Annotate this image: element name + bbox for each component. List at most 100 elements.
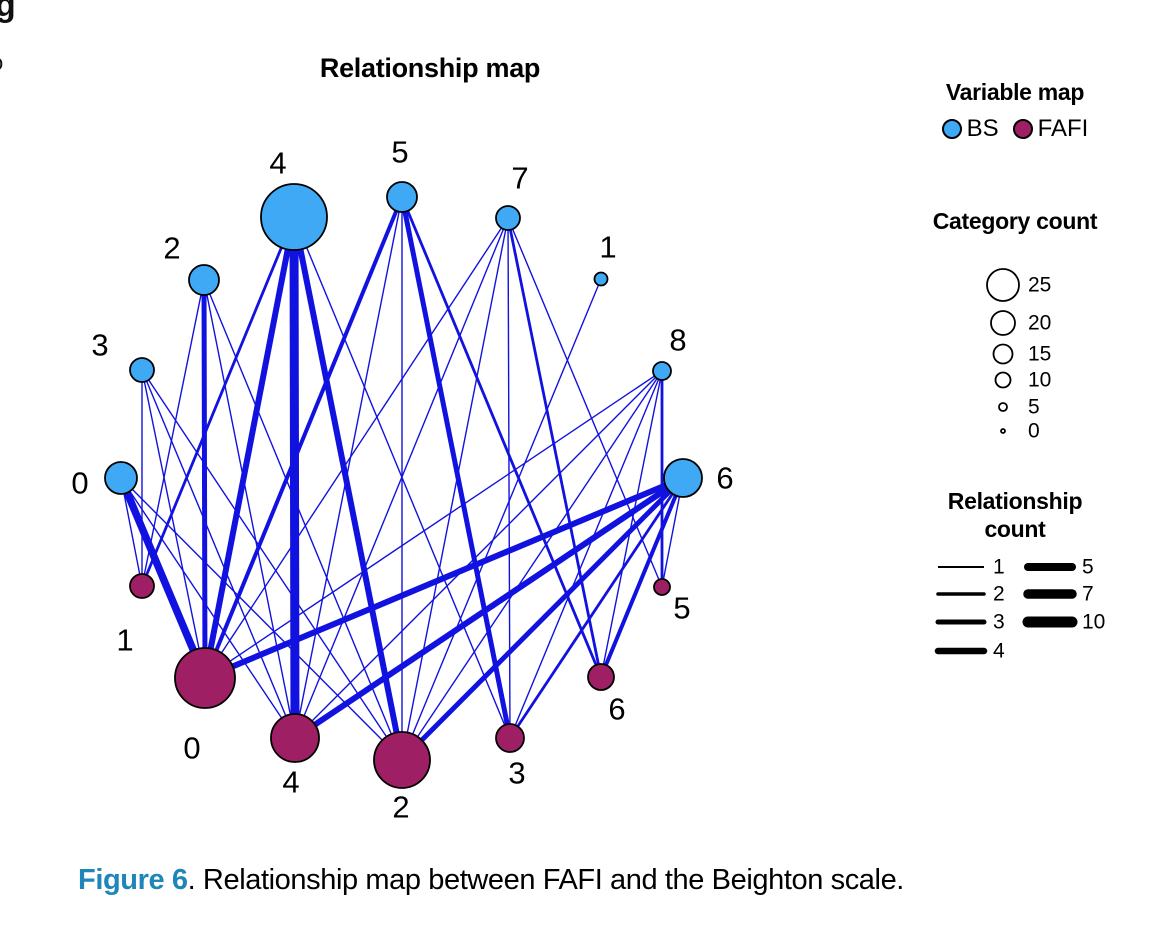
node-label-bs-8: 8 — [669, 323, 686, 358]
legend-size-circle-10 — [994, 371, 1012, 389]
legend-relationship-count-shapes: 1 2 3 4 5 7 10 — [934, 556, 1105, 663]
edge-bs-0-fafi-2 — [120, 477, 403, 761]
edge-bs-7-fafi-2 — [401, 217, 509, 761]
edge-bs-6-fafi-4 — [293, 475, 685, 741]
node-bs-6 — [663, 458, 703, 498]
legend-size-value-15: 15 — [1028, 343, 1051, 366]
legend-width-value-5: 5 — [1082, 556, 1094, 579]
edge-bs-6-fafi-3 — [508, 477, 685, 739]
edge-bs-6-fafi-0 — [203, 475, 685, 681]
node-bs-5 — [386, 181, 418, 213]
node-bs-3 — [129, 357, 155, 383]
legend-size-value-25: 25 — [1028, 274, 1051, 297]
legend-size-value-20: 20 — [1028, 312, 1051, 335]
legend-width-value-1: 1 — [993, 556, 1005, 579]
edge-bs-7-fafi-3 — [507, 217, 511, 739]
node-fafi-3 — [495, 723, 525, 753]
edge-bs-7-fafi-5 — [507, 217, 663, 588]
node-fafi-1 — [129, 573, 155, 599]
legend-size-value-0: 0 — [1028, 420, 1040, 443]
node-label-fafi-1: 1 — [116, 623, 133, 658]
edge-bs-2-fafi-2 — [203, 279, 403, 761]
legend-width-value-4: 4 — [993, 640, 1005, 663]
legend-relationship-count-title: Relationship count — [860, 487, 1168, 543]
node-label-fafi-3: 3 — [508, 756, 525, 791]
edge-bs-4-fafi-0 — [202, 216, 297, 679]
node-label-layer: 0 3 2 4 5 7 1 8 6 1 0 4 2 3 6 5 — [71, 135, 733, 825]
edge-bs-2-fafi-0 — [201, 279, 208, 679]
node-label-fafi-5: 5 — [673, 591, 690, 626]
fafi-dot-icon — [1012, 119, 1033, 139]
node-fafi-2 — [373, 731, 431, 789]
legend-size-circle-0 — [1000, 428, 1006, 434]
figure-caption-text: . Relationship map between FAFI and the … — [187, 864, 905, 896]
plot-title: Relationship map — [319, 53, 541, 83]
node-fafi-6 — [587, 663, 615, 691]
edge-bs-4-fafi-4 — [289, 216, 300, 739]
bs-dot-icon — [941, 119, 962, 139]
edge-bs-5-fafi-4 — [294, 196, 403, 739]
edge-bs-0-fafi-4 — [120, 477, 296, 739]
edge-bs-6-fafi-6 — [599, 477, 685, 678]
node-label-bs-0: 0 — [71, 466, 88, 501]
legend-width-value-3: 3 — [993, 611, 1005, 634]
edge-bs-3-fafi-0 — [141, 369, 206, 679]
node-bs-1 — [593, 271, 609, 287]
node-fafi-0 — [174, 647, 236, 709]
legend-width-value-2: 2 — [993, 583, 1005, 606]
node-layer — [104, 181, 703, 789]
edge-bs-2-fafi-4 — [203, 279, 296, 739]
legend-category-count-shapes: 25 20 15 10 50 — [986, 268, 1051, 443]
edge-bs-3-fafi-4 — [141, 369, 296, 739]
legend-size-circle-5 — [998, 402, 1008, 412]
clipped-margin-text: g — [0, 0, 16, 24]
legend-item-fafi-label: FAFI — [1037, 115, 1089, 142]
legend-variable-map-title: Variable map — [945, 79, 1085, 105]
node-label-bs-1: 1 — [599, 230, 616, 265]
legend-size-value-10: 10 — [1028, 369, 1051, 392]
edge-bs-8-fafi-4 — [294, 370, 663, 739]
edge-bs-8-fafi-3 — [509, 370, 663, 739]
edge-bs-6-fafi-2 — [400, 476, 685, 762]
edge-bs-4-fafi-2 — [291, 216, 405, 761]
node-bs-7 — [495, 205, 521, 231]
edge-bs-1-fafi-2 — [401, 278, 602, 761]
edge-bs-7-fafi-0 — [204, 217, 509, 679]
edge-bs-8-fafi-2 — [401, 370, 663, 761]
node-label-bs-5: 5 — [391, 135, 408, 170]
node-bs-0 — [104, 461, 138, 495]
node-fafi-4 — [270, 713, 320, 763]
node-label-bs-4: 4 — [269, 146, 286, 181]
node-label-fafi-2: 2 — [392, 790, 409, 825]
legend-width-value-10: 10 — [1082, 611, 1105, 634]
edge-bs-2-fafi-1 — [141, 279, 205, 587]
legend-size-value-5: 5 — [1028, 396, 1040, 419]
node-fafi-5 — [653, 578, 671, 596]
node-bs-2 — [188, 264, 220, 296]
legend-item-fafi: FAFI — [1012, 115, 1089, 143]
edge-bs-4-fafi-1 — [140, 216, 296, 587]
legend-size-circle-15 — [992, 343, 1014, 365]
node-label-fafi-6: 6 — [608, 692, 625, 727]
edge-bs-8-fafi-6 — [600, 370, 663, 678]
node-label-fafi-0: 0 — [183, 731, 200, 766]
node-bs-4 — [260, 183, 328, 251]
legend-category-count-title: Category count — [932, 208, 1098, 234]
figure-caption: Figure 6. Relationship map between FAFI … — [78, 864, 1138, 897]
node-label-bs-2: 2 — [163, 231, 180, 266]
legend-width-value-7: 7 — [1082, 583, 1094, 606]
edge-bs-0-fafi-0 — [117, 476, 209, 680]
legend-size-circle-20 — [990, 310, 1016, 336]
node-label-bs-3: 3 — [91, 328, 108, 363]
edge-bs-5-fafi-3 — [399, 196, 513, 739]
legend-variable-map: BS FAFI — [860, 115, 1168, 143]
edge-bs-8-fafi-0 — [204, 370, 663, 679]
legend-item-bs: BS — [941, 115, 999, 143]
node-label-bs-6: 6 — [716, 461, 733, 496]
figure-caption-label: Figure 6 — [78, 864, 188, 896]
legend-relationship-title-line1: Relationship — [947, 488, 1083, 514]
edge-bs-5-fafi-0 — [203, 196, 404, 679]
legend-size-circle-25 — [986, 268, 1020, 302]
node-label-fafi-4: 4 — [282, 765, 299, 800]
